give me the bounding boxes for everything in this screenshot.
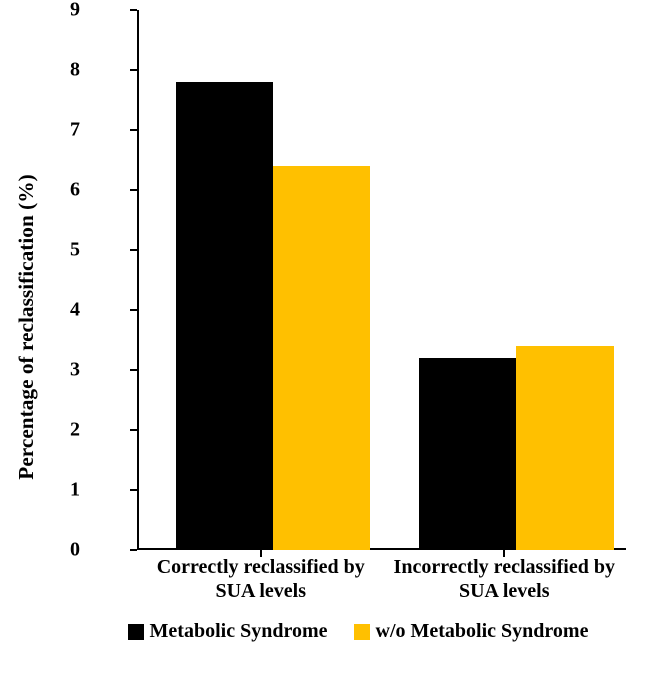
bar (516, 346, 613, 550)
bar (176, 82, 273, 550)
y-tick-label: 7 (50, 119, 80, 142)
y-axis-label: Percentage of reclassification (%) (14, 174, 39, 479)
legend-swatch (354, 624, 370, 640)
x-axis-labels: Correctly reclassified bySUA levelsIncor… (90, 555, 626, 603)
y-tick-label: 1 (50, 479, 80, 502)
y-tick-label: 5 (50, 239, 80, 262)
legend: Metabolic Syndrome w/o Metabolic Syndrome (90, 620, 626, 643)
y-tick-mark (130, 9, 137, 11)
bar-chart: Percentage of reclassification (%) 01234… (0, 0, 646, 683)
y-tick-label: 8 (50, 59, 80, 82)
plot-area: 0123456789 (90, 10, 626, 550)
bar (419, 358, 516, 550)
y-tick-label: 3 (50, 359, 80, 382)
bar (273, 166, 370, 550)
y-tick-label: 6 (50, 179, 80, 202)
y-tick-label: 0 (50, 539, 80, 562)
legend-label: Metabolic Syndrome (150, 620, 328, 643)
y-tick-mark (130, 309, 137, 311)
x-label-line: Incorrectly reclassified by (383, 555, 627, 579)
y-tick-label: 2 (50, 419, 80, 442)
y-tick-mark (130, 429, 137, 431)
x-axis-category-label: Incorrectly reclassified bySUA levels (383, 555, 627, 603)
legend-item: Metabolic Syndrome (128, 620, 328, 643)
x-label-line: SUA levels (139, 579, 383, 603)
bars-container (139, 10, 626, 550)
x-label-line: Correctly reclassified by (139, 555, 383, 579)
y-tick-mark (130, 369, 137, 371)
y-tick-mark (130, 549, 137, 551)
x-label-line: SUA levels (383, 579, 627, 603)
y-tick-label: 9 (50, 0, 80, 22)
legend-swatch (128, 624, 144, 640)
y-tick-mark (130, 69, 137, 71)
y-tick-mark (130, 189, 137, 191)
x-axis-category-label: Correctly reclassified bySUA levels (139, 555, 383, 603)
y-tick-mark (130, 249, 137, 251)
legend-label: w/o Metabolic Syndrome (376, 620, 589, 643)
y-tick-mark (130, 129, 137, 131)
y-tick-label: 4 (50, 299, 80, 322)
y-tick-mark (130, 489, 137, 491)
y-axis: 0123456789 (90, 10, 130, 550)
legend-item: w/o Metabolic Syndrome (354, 620, 589, 643)
